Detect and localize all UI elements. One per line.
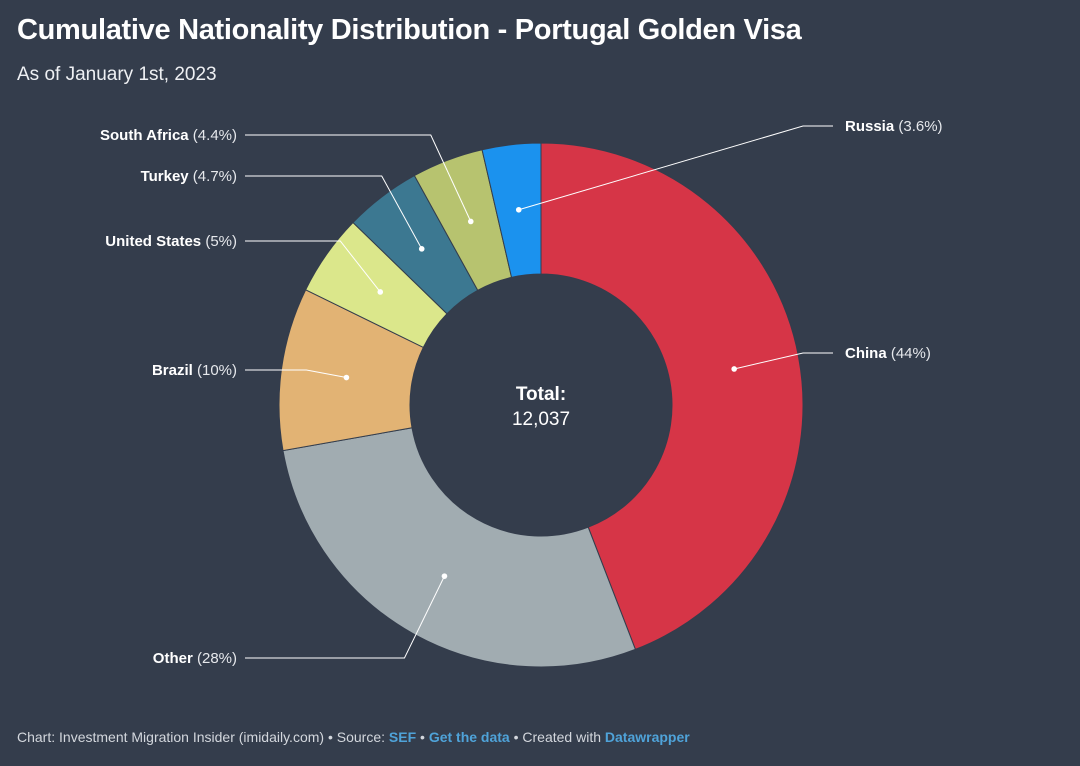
label-brazil: Brazil (10%) bbox=[152, 362, 237, 379]
label-value-brazil: (10%) bbox=[193, 362, 237, 379]
leader-line-russia bbox=[518, 125, 833, 211]
center-total-value: 12,037 bbox=[512, 409, 570, 430]
leader-dot-united-states bbox=[377, 289, 384, 295]
label-russia: Russia (3.6%) bbox=[845, 118, 943, 135]
footer-credit: Chart: Investment Migration Insider (imi… bbox=[17, 729, 325, 745]
label-name-turkey: Turkey bbox=[141, 168, 190, 185]
label-value-united-states: (5%) bbox=[201, 233, 237, 250]
chart-footer: Chart: Investment Migration Insider (imi… bbox=[17, 729, 690, 745]
label-name-united-states: United States bbox=[105, 233, 201, 250]
leader-line-other bbox=[245, 575, 445, 659]
center-total-label: Total: bbox=[516, 384, 566, 405]
leader-dot-turkey bbox=[418, 246, 425, 252]
slice-labels: China (44%) Other (28%) Brazil (10%) United… bbox=[100, 118, 943, 667]
label-other: Other (28%) bbox=[153, 650, 237, 667]
leader-line-south-africa bbox=[245, 134, 472, 222]
label-united-states: United States (5%) bbox=[105, 233, 237, 250]
label-china: China (44%) bbox=[845, 345, 931, 362]
leader-dot-china bbox=[731, 366, 737, 372]
label-name-other: Other bbox=[153, 650, 193, 667]
leader-dot-russia bbox=[515, 206, 522, 213]
chart-subtitle: As of January 1st, 2023 bbox=[17, 64, 217, 85]
footer-separator: • Created with bbox=[509, 729, 605, 745]
label-name-china: China bbox=[845, 345, 887, 362]
footer-separator: • bbox=[416, 729, 429, 745]
slice-other[interactable] bbox=[282, 427, 637, 668]
leader-line-turkey bbox=[245, 175, 423, 250]
slice-russia[interactable] bbox=[481, 142, 542, 278]
datawrapper-link[interactable]: Datawrapper bbox=[604, 729, 690, 745]
label-value-south-africa: (4.4%) bbox=[189, 127, 237, 144]
source-link[interactable]: SEF bbox=[388, 729, 417, 745]
label-value-turkey: (4.7%) bbox=[189, 168, 237, 185]
chart-title: Cumulative Nationality Distribution - Po… bbox=[17, 14, 802, 46]
leader-line-united-states bbox=[245, 240, 381, 293]
leader-dot-brazil bbox=[343, 374, 350, 381]
get-the-data-link[interactable]: Get the data bbox=[428, 729, 510, 745]
label-value-china: (44%) bbox=[887, 345, 931, 362]
donut-slices bbox=[278, 142, 804, 668]
leader-lines bbox=[245, 125, 833, 659]
label-name-brazil: Brazil bbox=[152, 362, 193, 379]
label-south-africa: South Africa (4.4%) bbox=[100, 127, 237, 144]
label-value-other: (28%) bbox=[193, 650, 237, 667]
leader-dot-south-africa bbox=[467, 218, 474, 225]
label-value-russia: (3.6%) bbox=[894, 118, 942, 135]
leader-dot-other bbox=[441, 573, 448, 579]
leader-line-brazil bbox=[245, 369, 347, 379]
label-name-south-africa: South Africa bbox=[100, 127, 189, 144]
slice-china[interactable] bbox=[540, 142, 804, 651]
footer-separator: • Source: bbox=[324, 729, 389, 745]
label-turkey: Turkey (4.7%) bbox=[141, 168, 237, 185]
leader-line-china bbox=[734, 352, 833, 370]
label-name-russia: Russia bbox=[845, 118, 895, 135]
